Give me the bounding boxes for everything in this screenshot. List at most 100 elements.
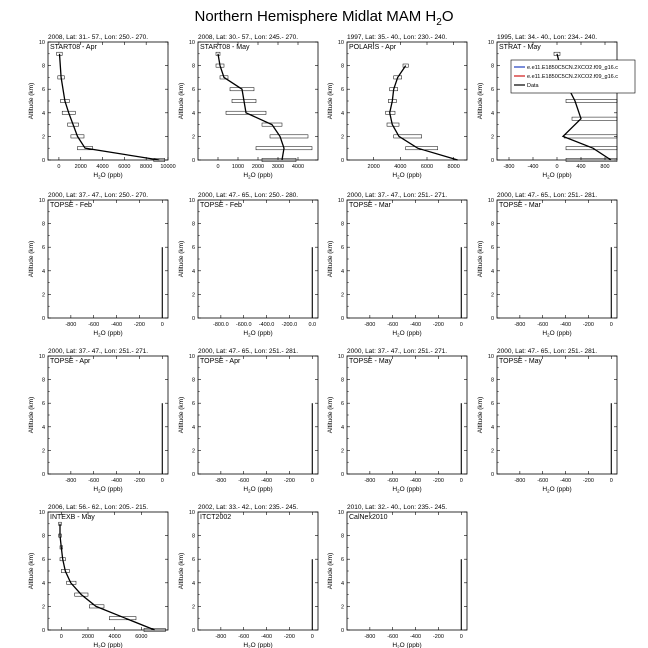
x-tick-label: -200 [134, 478, 145, 484]
panel-campaign-label: TOPSE - Feb [50, 202, 92, 209]
x-tick-label: -600 [238, 478, 249, 484]
x-tick-label: -200 [284, 478, 295, 484]
y-tick-label: 0 [491, 472, 494, 478]
y-tick-label: 0 [42, 316, 45, 322]
panel-frame [346, 41, 468, 161]
x-tick-label: -200 [134, 322, 145, 328]
y-tick-label: 0 [192, 158, 195, 164]
y-tick-label: 4 [192, 425, 195, 431]
x-axis-label: H2O (ppb) [243, 486, 272, 494]
x-tick-label: 400 [576, 164, 585, 170]
x-tick-label: -400.0 [259, 322, 275, 328]
y-tick-label: 6 [192, 401, 195, 407]
x-axis-label: H2O (ppb) [243, 172, 272, 180]
x-tick-label: -600 [238, 634, 249, 640]
x-tick-label: 6000 [135, 634, 147, 640]
panel-header: 2000, Lat: 47.- 65., Lon: 251.- 281. [497, 192, 597, 199]
y-tick-label: 4 [341, 111, 344, 117]
panel-campaign-label: TOPSE - Mar [349, 202, 392, 209]
x-tick-label: -800 [364, 634, 375, 640]
x-axis-label-tail: O (ppb) [101, 642, 123, 648]
y-axis-label: Altitude (km) [28, 553, 35, 589]
figure-title-subscript: 2 [436, 17, 442, 28]
panel-12: 2000, Lat: 47.- 65., Lon: 251.- 281. TOPS… [477, 348, 618, 494]
panel-frame [47, 355, 169, 475]
series-line-data [58, 53, 160, 161]
y-axis-label: Altitude (km) [28, 397, 35, 433]
x-axis-label-subscript: 2 [98, 175, 101, 180]
x-tick-label: 0 [460, 478, 463, 484]
x-tick-label: -400 [261, 478, 272, 484]
x-axis-label: H2O (ppb) [93, 486, 122, 494]
x-axis-label-main: H [93, 330, 98, 337]
panel-header: 2000, Lat: 37.- 47., Lon: 251.- 271. [48, 348, 148, 355]
panel-header: 2008, Lat: 30.- 57., Lon: 245.- 270. [198, 34, 298, 41]
y-tick-label: 10 [39, 510, 45, 516]
x-axis-label-tail: O (ppb) [550, 486, 572, 493]
panel-frame [197, 199, 319, 319]
y-tick-label: 10 [488, 40, 494, 46]
y-axis-label: Altitude (km) [178, 241, 185, 277]
x-axis-label: H2O (ppb) [392, 330, 421, 338]
x-axis-label-main: H [542, 172, 547, 179]
panel-9: 2000, Lat: 37.- 47., Lon: 251.- 271. TOPS… [28, 348, 169, 494]
panel-2: 2008, Lat: 30.- 57., Lon: 245.- 270. STAR… [178, 34, 319, 180]
x-tick-label: -200.0 [282, 322, 298, 328]
x-tick-label: -400 [410, 478, 421, 484]
panel-campaign-label: TOPSE - Feb [200, 202, 242, 209]
y-tick-label: 8 [42, 64, 45, 70]
y-tick-label: 4 [491, 269, 494, 275]
x-axis-label: H2O (ppb) [542, 330, 571, 338]
y-axis-label: Altitude (km) [327, 397, 334, 433]
y-axis-label: Altitude (km) [178, 553, 185, 589]
y-tick-label: 6 [341, 245, 344, 251]
panel-campaign-label: START08 - Apr [50, 44, 97, 51]
x-tick-label: -200 [433, 634, 444, 640]
x-axis-label: H2O (ppb) [93, 642, 122, 648]
panel-1: 2008, Lat: 31.- 57., Lon: 250.- 270. STAR… [28, 34, 176, 180]
y-tick-label: 2 [491, 448, 494, 454]
x-tick-label: -400 [261, 634, 272, 640]
panel-frame [197, 511, 319, 631]
panel-campaign-label: TOPSE - Mar [499, 202, 542, 209]
y-tick-label: 0 [341, 472, 344, 478]
error-box [261, 122, 283, 127]
panel-campaign-label: TOPSE - May [349, 358, 393, 365]
x-tick-label: 10000 [160, 164, 175, 170]
x-tick-label: -600 [537, 322, 548, 328]
x-tick-label: -200 [284, 634, 295, 640]
x-axis-label-subscript: 2 [248, 489, 251, 494]
y-tick-label: 4 [42, 111, 45, 117]
panel-frame [496, 355, 618, 475]
y-tick-label: 10 [39, 354, 45, 360]
panel-header: 2006, Lat: 56.- 62., Lon: 205.- 215. [48, 504, 148, 511]
x-tick-label: 800 [600, 164, 609, 170]
y-tick-label: 6 [491, 401, 494, 407]
x-axis-label-main: H [392, 330, 397, 337]
panel-header: 2002, Lat: 33.- 42., Lon: 235.- 245. [198, 504, 298, 511]
x-tick-label: 0 [460, 322, 463, 328]
series-line-data [389, 65, 458, 161]
y-axis-label: Altitude (km) [28, 83, 35, 119]
panel-header: 2000, Lat: 37.- 47., Lon: 251.- 271. [347, 348, 447, 355]
x-tick-label: 0 [311, 478, 314, 484]
error-box [393, 134, 422, 139]
panel-campaign-label: TOPSE - May [499, 358, 543, 365]
error-box [89, 604, 105, 609]
figure-title-main: Northern Hemisphere Midlat MAM H [194, 8, 437, 25]
x-axis-label-main: H [93, 172, 98, 179]
x-tick-label: -400 [410, 634, 421, 640]
x-tick-label: 4000 [394, 164, 406, 170]
y-tick-label: 8 [491, 222, 494, 228]
y-tick-label: 8 [341, 64, 344, 70]
panel-frame [197, 355, 319, 475]
x-axis-label-tail: O (ppb) [101, 330, 123, 337]
x-axis-label: H2O (ppb) [542, 486, 571, 494]
y-tick-label: 2 [42, 292, 45, 298]
y-tick-label: 2 [42, 134, 45, 140]
x-axis-label-subscript: 2 [248, 645, 251, 648]
x-axis-label-subscript: 2 [397, 175, 400, 180]
panel-campaign-label: STRAT - May [499, 44, 541, 51]
x-tick-label: 0 [610, 478, 613, 484]
y-tick-label: 2 [192, 604, 195, 610]
